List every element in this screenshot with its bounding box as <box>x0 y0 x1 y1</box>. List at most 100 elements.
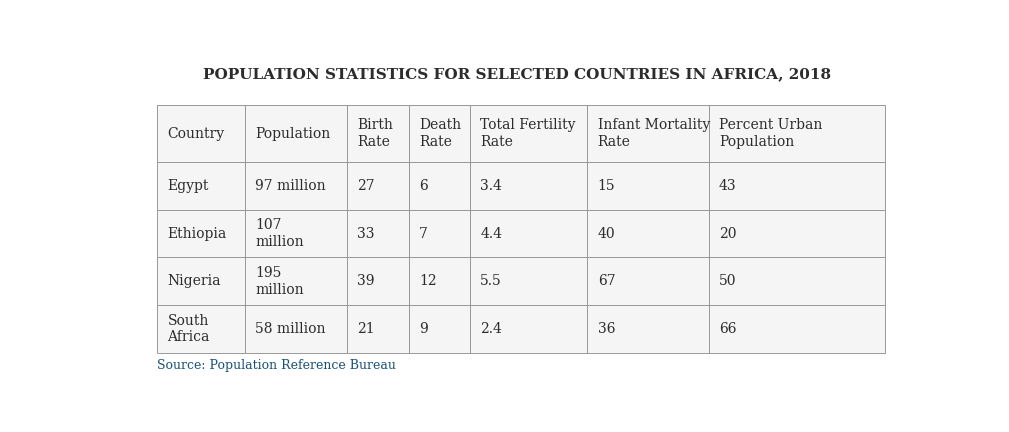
Text: POPULATION STATISTICS FOR SELECTED COUNTRIES IN AFRICA, 2018: POPULATION STATISTICS FOR SELECTED COUNT… <box>203 67 831 81</box>
Bar <box>347 162 410 210</box>
Bar <box>410 257 470 305</box>
Text: 27: 27 <box>357 179 374 193</box>
Bar <box>587 105 708 162</box>
Text: Egypt: Egypt <box>167 179 209 193</box>
Bar <box>410 105 470 162</box>
Bar <box>347 257 410 305</box>
Bar <box>157 162 245 210</box>
Bar <box>708 257 885 305</box>
Bar <box>708 162 885 210</box>
Text: Infant Mortality
Rate: Infant Mortality Rate <box>597 118 710 149</box>
Bar <box>157 210 245 257</box>
Bar <box>157 305 245 353</box>
Text: 36: 36 <box>597 322 615 336</box>
Text: 39: 39 <box>357 274 374 288</box>
Text: Source: Population Reference Bureau: Source: Population Reference Bureau <box>157 359 397 372</box>
Text: 33: 33 <box>357 227 374 241</box>
Bar <box>410 210 470 257</box>
Text: Percent Urban
Population: Percent Urban Population <box>718 118 822 149</box>
Bar <box>245 305 347 353</box>
Bar <box>708 105 885 162</box>
Text: 21: 21 <box>357 322 374 336</box>
Text: 2.4: 2.4 <box>480 322 502 336</box>
Bar <box>708 210 885 257</box>
Bar <box>587 305 708 353</box>
Bar <box>470 257 587 305</box>
Bar <box>470 305 587 353</box>
Bar <box>410 105 470 162</box>
Bar <box>157 210 245 257</box>
Text: South
Africa: South Africa <box>167 314 210 344</box>
Bar <box>587 257 708 305</box>
Bar <box>708 162 885 210</box>
Text: Country: Country <box>167 127 225 140</box>
Bar <box>347 210 410 257</box>
Bar <box>157 162 245 210</box>
Bar <box>470 105 587 162</box>
Text: 107
million: 107 million <box>255 218 304 249</box>
Bar <box>587 210 708 257</box>
Text: 43: 43 <box>718 179 737 193</box>
Text: 58 million: 58 million <box>255 322 326 336</box>
Bar <box>245 162 347 210</box>
Bar <box>708 305 885 353</box>
Text: 3.4: 3.4 <box>480 179 502 193</box>
Bar <box>470 162 587 210</box>
Bar <box>708 105 885 162</box>
Bar <box>587 162 708 210</box>
Text: 67: 67 <box>597 274 615 288</box>
Bar <box>587 257 708 305</box>
Bar <box>347 105 410 162</box>
Bar <box>470 162 587 210</box>
Text: 40: 40 <box>597 227 615 241</box>
Text: Total Fertility
Rate: Total Fertility Rate <box>480 118 576 149</box>
Bar <box>470 210 587 257</box>
Bar <box>245 257 347 305</box>
Bar <box>245 105 347 162</box>
Bar <box>708 305 885 353</box>
Text: Population: Population <box>255 127 330 140</box>
Text: 66: 66 <box>718 322 737 336</box>
Bar <box>157 305 245 353</box>
Bar <box>157 257 245 305</box>
Text: 4.4: 4.4 <box>480 227 502 241</box>
Bar <box>470 305 587 353</box>
Bar <box>245 105 347 162</box>
Bar <box>410 257 470 305</box>
Text: Nigeria: Nigeria <box>167 274 221 288</box>
Bar <box>347 257 410 305</box>
Bar <box>347 162 410 210</box>
Bar <box>410 305 470 353</box>
Bar <box>347 305 410 353</box>
Bar <box>157 105 245 162</box>
Text: 97 million: 97 million <box>255 179 326 193</box>
Bar <box>245 210 347 257</box>
Bar <box>245 257 347 305</box>
Text: 5.5: 5.5 <box>480 274 502 288</box>
Bar <box>245 305 347 353</box>
Bar <box>347 105 410 162</box>
Bar <box>470 210 587 257</box>
Bar <box>410 162 470 210</box>
Text: 12: 12 <box>420 274 437 288</box>
Bar <box>245 210 347 257</box>
Bar <box>157 257 245 305</box>
Text: Death
Rate: Death Rate <box>420 118 461 149</box>
Bar <box>708 210 885 257</box>
Bar <box>587 210 708 257</box>
Bar <box>347 305 410 353</box>
Text: 6: 6 <box>420 179 428 193</box>
Bar <box>410 210 470 257</box>
Text: Ethiopia: Ethiopia <box>167 227 227 241</box>
Text: 7: 7 <box>420 227 428 241</box>
Bar <box>470 257 587 305</box>
Bar <box>410 162 470 210</box>
Text: 195
million: 195 million <box>255 266 304 297</box>
Text: 15: 15 <box>597 179 615 193</box>
Bar <box>347 210 410 257</box>
Text: Birth
Rate: Birth Rate <box>357 118 393 149</box>
Bar <box>470 105 587 162</box>
Text: 9: 9 <box>420 322 428 336</box>
Bar <box>587 162 708 210</box>
Bar <box>587 105 708 162</box>
